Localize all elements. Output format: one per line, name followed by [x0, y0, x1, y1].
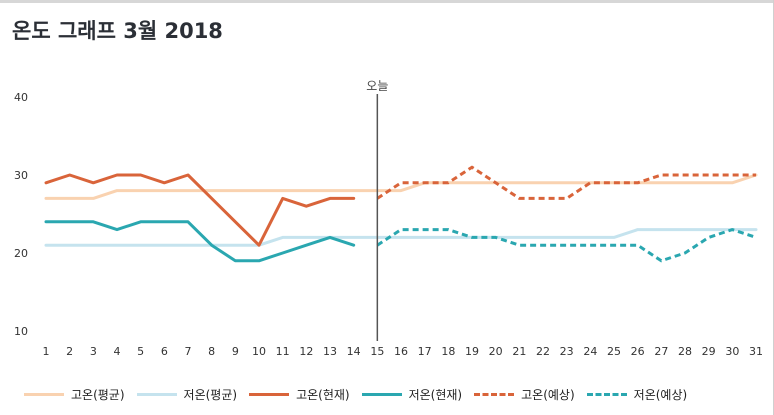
x-tick-label: 20	[489, 345, 503, 358]
today-marker-label: 오늘	[366, 79, 388, 93]
x-tick-label: 18	[441, 345, 455, 358]
x-tick-label: 26	[631, 345, 645, 358]
x-tick-label: 24	[583, 345, 597, 358]
x-tick-label: 17	[418, 345, 432, 358]
legend-item: 고온(예상)	[474, 386, 575, 403]
x-tick-label: 3	[90, 345, 97, 358]
x-tick-label: 10	[252, 345, 266, 358]
chart-legend: 고온(평균) 저온(평균) 고온(현재) 저온(현재) 고온(예상) 저온(예상)	[24, 386, 699, 403]
x-tick-label: 29	[702, 345, 716, 358]
legend-item: 고온(평균)	[24, 386, 125, 403]
x-tick-label: 9	[232, 345, 239, 358]
x-tick-label: 16	[394, 345, 408, 358]
legend-label: 고온(평균)	[71, 388, 125, 402]
x-tick-label: 13	[323, 345, 337, 358]
legend-swatch	[24, 393, 64, 396]
x-tick-label: 5	[137, 345, 144, 358]
series-line	[376, 165, 756, 200]
x-tick-label: 30	[725, 345, 739, 358]
x-tick-label: 2	[66, 345, 73, 358]
legend-swatch	[474, 393, 515, 396]
legend-label: 저온(평균)	[183, 388, 238, 402]
y-tick-label: 30	[14, 169, 28, 182]
legend-label: 고온(예상)	[521, 388, 575, 402]
x-tick-label: 21	[512, 345, 526, 358]
legend-label: 저온(현재)	[408, 388, 463, 402]
x-tick-label: 11	[276, 345, 290, 358]
top-border	[0, 0, 774, 3]
legend-swatch	[249, 393, 290, 396]
y-tick-label: 20	[14, 247, 28, 260]
legend-item: 저온(평균)	[136, 386, 238, 403]
series-line	[376, 228, 757, 263]
x-tick-label: 1	[43, 345, 50, 358]
x-tick-label: 4	[114, 345, 121, 358]
x-tick-label: 31	[749, 345, 763, 358]
x-tick-label: 14	[347, 345, 361, 358]
legend-swatch	[586, 393, 627, 396]
x-tick-label: 15	[370, 345, 384, 358]
legend-item: 저온(현재)	[361, 386, 463, 403]
x-tick-label: 7	[185, 345, 192, 358]
chart-title: 온도 그래프 3월 2018	[12, 19, 223, 43]
legend-item: 고온(현재)	[249, 386, 350, 403]
legend-item: 저온(예상)	[586, 386, 688, 403]
x-tick-label: 25	[607, 345, 621, 358]
x-tick-label: 19	[465, 345, 479, 358]
legend-label: 고온(현재)	[296, 388, 350, 402]
x-tick-label: 8	[208, 345, 215, 358]
y-tick-label: 40	[14, 91, 28, 104]
y-tick-label: 10	[14, 325, 28, 338]
legend-swatch	[361, 393, 402, 396]
series-line	[44, 173, 356, 247]
x-tick-label: 28	[678, 345, 692, 358]
x-tick-label: 27	[654, 345, 668, 358]
x-tick-label: 23	[560, 345, 574, 358]
x-tick-label: 12	[299, 345, 313, 358]
legend-label: 저온(예상)	[633, 388, 688, 402]
x-tick-label: 22	[536, 345, 550, 358]
legend-swatch	[136, 393, 177, 396]
series-line	[44, 220, 356, 263]
series-line	[44, 228, 758, 247]
x-tick-label: 6	[161, 345, 168, 358]
